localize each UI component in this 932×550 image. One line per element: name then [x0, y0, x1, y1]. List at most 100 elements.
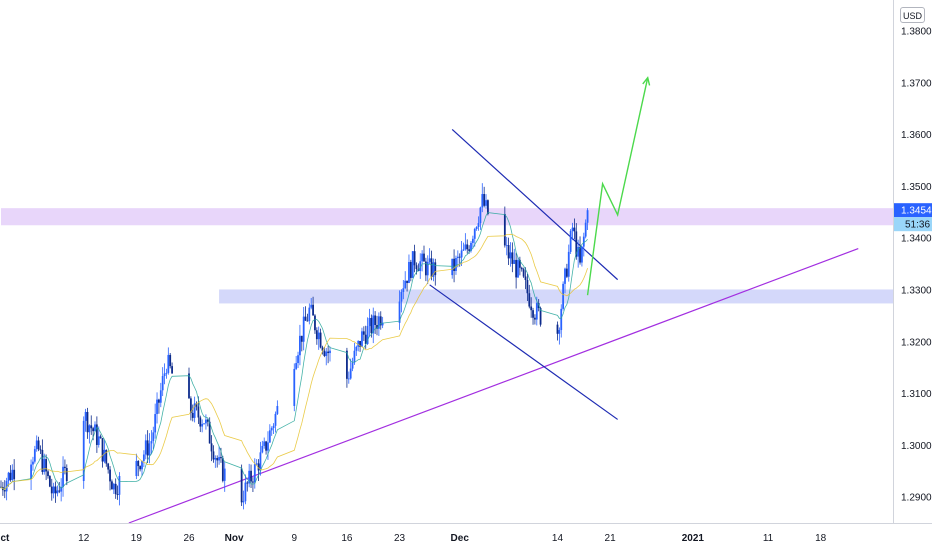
candle-body — [240, 468, 243, 503]
candle-body — [152, 432, 155, 442]
candle-body — [481, 194, 484, 208]
candle-body — [246, 482, 249, 484]
candle-body — [32, 461, 34, 465]
x-tick-label: 2021 — [682, 533, 705, 544]
candle-body — [487, 200, 489, 214]
candle-body — [535, 303, 538, 320]
x-tick-label: 19 — [131, 533, 143, 544]
candle-body — [505, 245, 508, 246]
candle-body — [163, 373, 166, 377]
channel-upper-line[interactable] — [451, 129, 619, 281]
x-tick-label: 11 — [763, 533, 774, 544]
candle-body — [571, 227, 574, 231]
candle-body — [321, 347, 324, 351]
candle-body — [112, 483, 115, 490]
candle-body — [517, 259, 519, 278]
candle-body — [188, 373, 190, 399]
candle-body — [5, 481, 8, 492]
candle-body — [45, 459, 48, 472]
last-price-label: 1.34541 — [901, 206, 932, 217]
candle-body — [265, 441, 267, 451]
y-tick-label: 1.32000 — [901, 337, 932, 348]
candle-body — [524, 276, 527, 280]
x-tick-label: 12 — [78, 533, 90, 544]
countdown-label-bg — [894, 217, 932, 232]
y-tick-label: 1.34000 — [901, 234, 932, 245]
candle-body — [111, 481, 113, 490]
candle-body — [203, 423, 205, 425]
x-tick-label: 26 — [183, 533, 195, 544]
candle-body — [154, 414, 157, 433]
candle-body — [528, 293, 531, 307]
resistance-zone[interactable] — [1, 208, 893, 226]
candle-body — [432, 262, 435, 277]
candle-body — [39, 449, 42, 451]
candle-body — [507, 245, 510, 259]
candle-body — [41, 449, 44, 472]
candle-body — [327, 351, 330, 354]
candle-body — [458, 256, 461, 258]
candle-body — [575, 231, 578, 257]
candle-body — [468, 249, 471, 251]
candle-body — [50, 486, 53, 494]
plot-area[interactable] — [0, 0, 893, 523]
candle-body — [470, 242, 472, 251]
candle-body — [518, 259, 521, 268]
candle-body — [451, 258, 454, 276]
candle-body — [415, 265, 418, 270]
candle-body — [381, 322, 384, 326]
candle-body — [103, 449, 106, 462]
channel-lower-line[interactable] — [429, 284, 618, 420]
candle-body — [274, 413, 277, 426]
candle-body — [109, 469, 111, 482]
candle-body — [48, 476, 51, 487]
candle-body — [3, 490, 6, 492]
candle-body — [33, 449, 36, 462]
candle-body — [562, 283, 565, 309]
candle-body — [9, 472, 12, 480]
candle-body — [189, 398, 192, 413]
candle-body — [244, 482, 247, 502]
candle-body — [214, 457, 217, 460]
candle-body — [361, 331, 363, 347]
candle-body — [357, 340, 360, 347]
candle-body — [250, 470, 252, 482]
candle-body — [159, 390, 162, 403]
candle-body — [374, 315, 377, 325]
candle-body — [94, 424, 96, 432]
candle-body — [323, 350, 326, 356]
projection-arrowhead — [642, 76, 651, 86]
projection-path[interactable] — [586, 77, 649, 296]
candle-body — [142, 454, 145, 461]
candle-body — [503, 213, 506, 246]
candle-body — [421, 253, 424, 262]
candle-body — [263, 441, 266, 446]
currency-badge[interactable]: USD — [900, 7, 925, 23]
candle-body — [411, 251, 414, 278]
y-tick-label: 1.30000 — [901, 441, 932, 452]
candle-body — [165, 372, 168, 374]
price-axis[interactable] — [893, 0, 932, 550]
candle-body — [483, 194, 486, 206]
candle-body — [82, 420, 85, 482]
candle-body — [261, 445, 264, 453]
ma-fast-line — [0, 212, 588, 490]
candle-body — [579, 246, 581, 263]
candle-body — [65, 468, 68, 482]
candle-body — [99, 436, 102, 439]
candle-body — [522, 269, 525, 277]
candle-body — [146, 440, 149, 456]
candle-body — [308, 307, 311, 321]
support-zone[interactable] — [219, 289, 893, 304]
candle-body — [191, 412, 194, 418]
candle-body — [276, 405, 279, 414]
candle-body — [366, 326, 369, 344]
candle-body — [270, 428, 273, 431]
candle-body — [466, 244, 469, 250]
candle-body — [455, 258, 457, 271]
candle-body — [169, 354, 172, 367]
x-tick-label: Dec — [451, 533, 470, 544]
candle-body — [560, 308, 563, 331]
candle-body — [62, 466, 64, 487]
